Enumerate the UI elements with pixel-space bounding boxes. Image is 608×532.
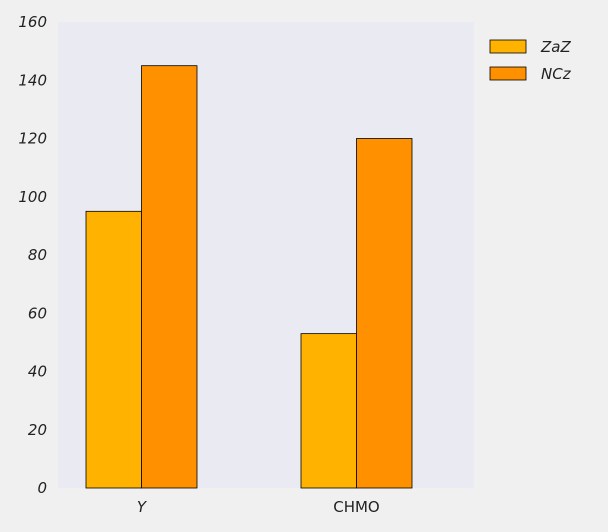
bar-ncz-chmo bbox=[356, 138, 413, 489]
y-tick-label: 160 bbox=[18, 13, 47, 31]
legend-label-zaz: ZaZ bbox=[540, 38, 571, 56]
y-tick-label: 60 bbox=[28, 304, 47, 322]
x-tick-label: Y bbox=[137, 498, 148, 516]
y-axis-ticks: 0 20 40 60 80 100 120 140 160 bbox=[18, 13, 47, 497]
legend-swatch-ncz bbox=[489, 66, 527, 81]
legend-label-ncz: NCz bbox=[541, 65, 572, 83]
y-tick-label: 0 bbox=[37, 479, 47, 497]
y-tick-label: 40 bbox=[28, 363, 47, 381]
y-tick-label: 120 bbox=[18, 130, 47, 148]
x-tick-label: CHMO bbox=[333, 498, 380, 516]
bar-zaz-chmo bbox=[300, 333, 357, 489]
y-tick-label: 100 bbox=[18, 188, 47, 206]
x-axis-ticks: Y CHMO bbox=[137, 498, 380, 516]
legend-swatch-zaz bbox=[489, 39, 527, 54]
legend: ZaZ NCz bbox=[489, 38, 572, 83]
y-tick-label: 20 bbox=[28, 421, 47, 439]
bar-ncz-y bbox=[141, 65, 198, 489]
y-tick-label: 80 bbox=[28, 246, 47, 264]
y-tick-label: 140 bbox=[18, 71, 47, 89]
bars-group bbox=[85, 65, 413, 489]
bar-zaz-y bbox=[85, 210, 142, 489]
